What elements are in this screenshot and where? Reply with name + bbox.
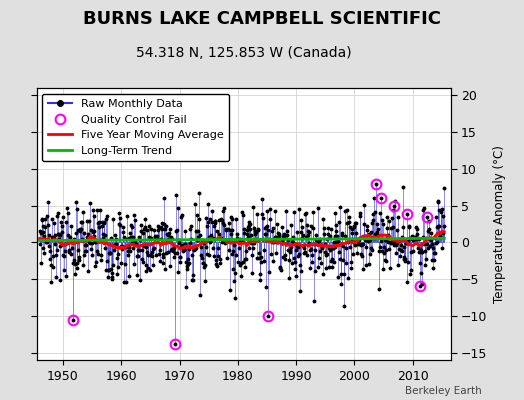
Title: 54.318 N, 125.853 W (Canada): 54.318 N, 125.853 W (Canada) <box>136 46 352 60</box>
Y-axis label: Temperature Anomaly (°C): Temperature Anomaly (°C) <box>493 145 506 303</box>
Text: BURNS LAKE CAMPBELL SCIENTIFIC: BURNS LAKE CAMPBELL SCIENTIFIC <box>83 10 441 28</box>
Text: Berkeley Earth: Berkeley Earth <box>406 386 482 396</box>
Legend: Raw Monthly Data, Quality Control Fail, Five Year Moving Average, Long-Term Tren: Raw Monthly Data, Quality Control Fail, … <box>42 94 230 161</box>
